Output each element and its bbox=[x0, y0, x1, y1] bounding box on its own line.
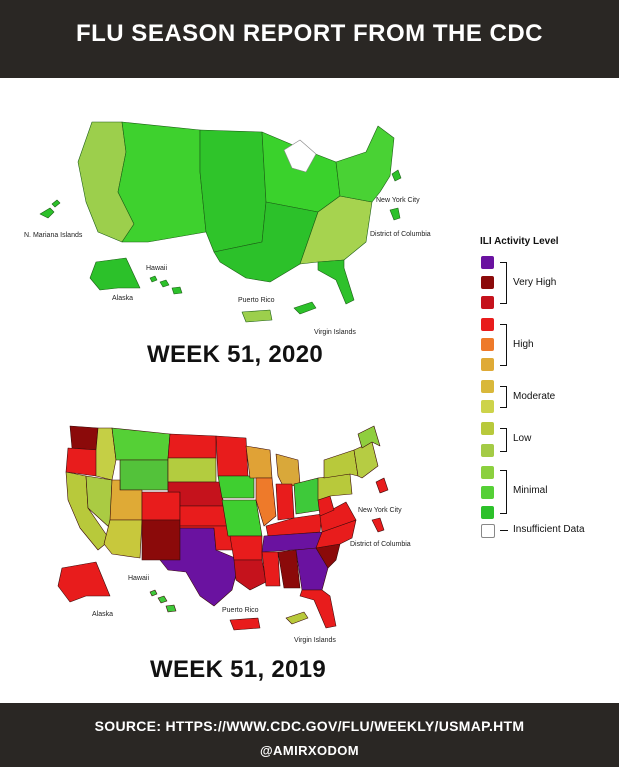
state-florida bbox=[299, 589, 337, 629]
state-north-dakota bbox=[167, 433, 217, 459]
state-colorado bbox=[141, 491, 181, 521]
region-puerto-rico bbox=[241, 309, 273, 323]
legend-bracket-moderate bbox=[500, 386, 507, 408]
label-hawaii: Hawaii bbox=[128, 575, 149, 582]
label-n-mariana: N. Mariana Islands bbox=[24, 232, 83, 239]
source-text: SOURCE: HTTPS://WWW.CDC.GOV/FLU/WEEKLY/U… bbox=[94, 718, 525, 734]
state-maine bbox=[357, 425, 381, 449]
state-michigan bbox=[275, 453, 301, 489]
legend: ILI Activity Level bbox=[470, 236, 615, 255]
state-arizona bbox=[103, 519, 143, 559]
label-puerto-rico: Puerto Rico bbox=[222, 607, 259, 614]
region-plains bbox=[199, 129, 267, 253]
legend-insufficient-dash bbox=[500, 530, 508, 531]
legend-label-insufficient: Insufficient Data bbox=[513, 524, 585, 535]
state-arkansas bbox=[229, 535, 263, 561]
legend-swatch bbox=[481, 296, 494, 309]
state-south-dakota bbox=[167, 457, 217, 483]
great-lakes bbox=[283, 139, 317, 173]
us-map-2019: Hawaii Alaska Puerto Rico Virgin Islands… bbox=[57, 425, 411, 644]
legend-swatch bbox=[481, 422, 494, 435]
legend-label-minimal: Minimal bbox=[513, 485, 548, 496]
legend-label-high: High bbox=[513, 339, 534, 350]
state-nyc bbox=[375, 477, 389, 494]
legend-swatch bbox=[481, 380, 494, 393]
state-alabama bbox=[277, 549, 301, 589]
state-mississippi bbox=[261, 551, 281, 587]
state-wisconsin bbox=[245, 445, 273, 479]
author-handle: @AMIRXODOM bbox=[259, 743, 359, 758]
region-hawaii bbox=[149, 275, 183, 295]
state-alaska bbox=[57, 561, 111, 603]
week-label-2020: WEEK 51, 2020 bbox=[147, 341, 323, 368]
region-northeast bbox=[335, 125, 395, 203]
state-wyoming bbox=[119, 459, 169, 491]
legend-swatch bbox=[481, 506, 494, 519]
legend-swatch bbox=[481, 276, 494, 289]
legend-swatch bbox=[481, 466, 494, 479]
state-iowa bbox=[217, 475, 255, 499]
state-virgin-islands bbox=[285, 611, 309, 625]
legend-bracket-minimal bbox=[500, 470, 507, 514]
region-alaska bbox=[89, 257, 141, 291]
state-kansas bbox=[179, 505, 229, 527]
region-nyc bbox=[391, 169, 402, 182]
legend-bracket-very-high bbox=[500, 262, 507, 304]
state-pennsylvania bbox=[317, 473, 353, 501]
state-hawaii bbox=[149, 589, 177, 613]
region-mariana bbox=[39, 199, 61, 219]
state-montana bbox=[111, 427, 171, 461]
legend-bracket-low bbox=[500, 428, 507, 452]
page-title: FLU SEASON REPORT FROM THE CDC bbox=[75, 20, 543, 47]
state-new-mexico bbox=[141, 519, 181, 561]
state-indiana bbox=[275, 483, 295, 521]
state-louisiana bbox=[233, 559, 267, 591]
label-alaska: Alaska bbox=[112, 295, 133, 302]
state-washington bbox=[69, 425, 99, 451]
state-dc bbox=[371, 517, 385, 533]
state-puerto-rico bbox=[229, 617, 261, 631]
label-dc: District of Columbia bbox=[370, 231, 431, 238]
week-label-2019: WEEK 51, 2019 bbox=[150, 656, 326, 683]
label-virgin-islands: Virgin Islands bbox=[294, 637, 336, 644]
label-hawaii: Hawaii bbox=[146, 265, 167, 272]
region-florida bbox=[317, 259, 355, 305]
legend-swatch bbox=[481, 400, 494, 413]
legend-swatch bbox=[481, 486, 494, 499]
state-georgia bbox=[295, 547, 329, 591]
state-illinois bbox=[255, 477, 277, 527]
footer-banner: SOURCE: HTTPS://WWW.CDC.GOV/FLU/WEEKLY/U… bbox=[0, 703, 619, 767]
state-new-england bbox=[353, 441, 379, 479]
state-virginia bbox=[319, 501, 357, 533]
label-alaska: Alaska bbox=[92, 611, 113, 618]
legend-swatch bbox=[481, 524, 495, 538]
header-banner: FLU SEASON REPORT FROM THE CDC bbox=[0, 0, 619, 78]
label-dc: District of Columbia bbox=[350, 541, 411, 548]
legend-label-low: Low bbox=[513, 433, 532, 444]
state-new-york bbox=[323, 449, 359, 479]
legend-swatch bbox=[481, 338, 494, 351]
legend-label-very-high: Very High bbox=[513, 277, 557, 288]
label-virgin-islands: Virgin Islands bbox=[314, 329, 356, 336]
legend-bracket-high bbox=[500, 324, 507, 366]
legend-swatch bbox=[481, 318, 494, 331]
region-virgin-islands bbox=[293, 301, 317, 315]
legend-label-moderate: Moderate bbox=[513, 391, 556, 402]
label-nyc: New York City bbox=[376, 197, 420, 204]
us-map-2020: N. Mariana Islands Hawaii Alaska Puerto … bbox=[24, 121, 431, 336]
legend-title: ILI Activity Level bbox=[480, 236, 559, 247]
region-dc bbox=[389, 207, 401, 221]
label-nyc: New York City bbox=[358, 507, 402, 514]
state-minnesota bbox=[215, 435, 249, 477]
legend-swatch bbox=[481, 358, 494, 371]
legend-swatch bbox=[481, 444, 494, 457]
state-missouri bbox=[221, 499, 263, 537]
state-oregon bbox=[65, 447, 99, 477]
label-puerto-rico: Puerto Rico bbox=[238, 297, 275, 304]
legend-swatch bbox=[481, 256, 494, 269]
